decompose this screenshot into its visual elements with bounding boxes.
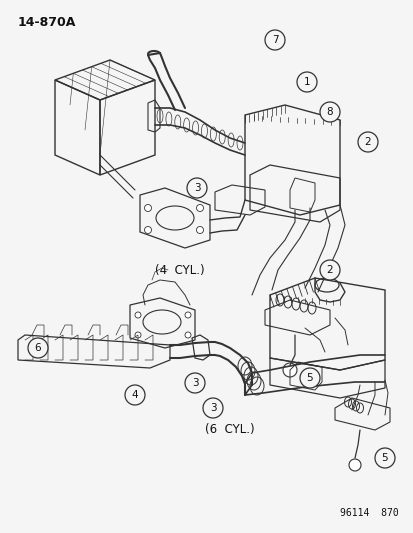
Circle shape bbox=[296, 72, 316, 92]
Circle shape bbox=[348, 459, 360, 471]
Text: (6  CYL.): (6 CYL.) bbox=[205, 424, 254, 437]
Circle shape bbox=[374, 448, 394, 468]
Circle shape bbox=[264, 30, 284, 50]
Circle shape bbox=[196, 227, 203, 233]
Text: 5: 5 bbox=[381, 453, 387, 463]
Circle shape bbox=[357, 132, 377, 152]
Circle shape bbox=[282, 363, 296, 377]
Text: 5: 5 bbox=[306, 373, 313, 383]
Circle shape bbox=[144, 205, 151, 212]
Text: 4: 4 bbox=[131, 390, 138, 400]
Text: 3: 3 bbox=[191, 378, 198, 388]
Text: 8: 8 bbox=[326, 107, 332, 117]
Text: 7: 7 bbox=[271, 35, 278, 45]
Circle shape bbox=[319, 260, 339, 280]
Text: 3: 3 bbox=[209, 403, 216, 413]
Circle shape bbox=[135, 332, 141, 338]
Circle shape bbox=[185, 373, 204, 393]
Text: 1: 1 bbox=[303, 77, 310, 87]
Text: 3: 3 bbox=[193, 183, 200, 193]
Circle shape bbox=[202, 398, 223, 418]
Circle shape bbox=[299, 368, 319, 388]
Circle shape bbox=[185, 312, 190, 318]
Text: 96114  870: 96114 870 bbox=[339, 508, 398, 518]
Circle shape bbox=[187, 178, 206, 198]
Text: (4  CYL.): (4 CYL.) bbox=[155, 263, 204, 277]
Circle shape bbox=[28, 338, 48, 358]
Text: 2: 2 bbox=[326, 265, 332, 275]
Circle shape bbox=[185, 332, 190, 338]
Circle shape bbox=[125, 385, 145, 405]
Circle shape bbox=[196, 205, 203, 212]
Circle shape bbox=[144, 227, 151, 233]
Circle shape bbox=[135, 312, 141, 318]
Circle shape bbox=[319, 102, 339, 122]
Text: 2: 2 bbox=[364, 137, 370, 147]
Text: 14-870A: 14-870A bbox=[18, 15, 76, 28]
Text: 6: 6 bbox=[35, 343, 41, 353]
